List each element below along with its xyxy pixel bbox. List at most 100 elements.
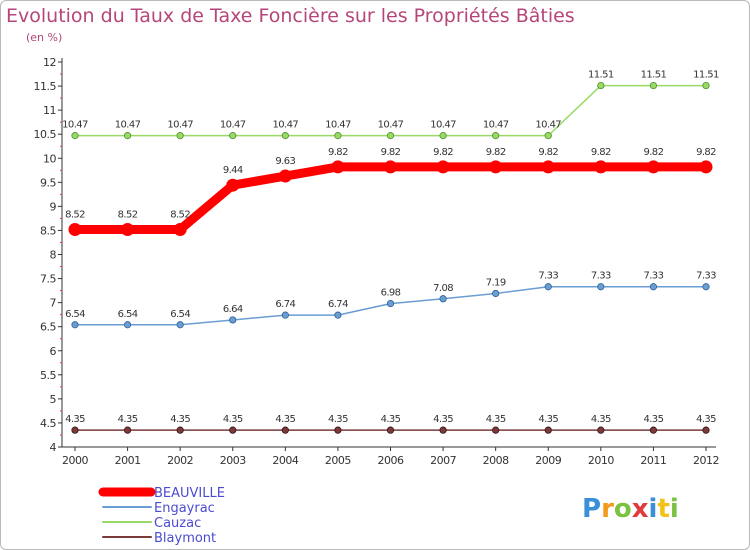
data-label: 4.35	[538, 414, 558, 425]
logo-letter: t	[657, 494, 669, 524]
data-point	[176, 321, 184, 329]
chart-subtitle: (en %)	[26, 31, 62, 44]
data-label: 9.82	[696, 147, 716, 158]
y-tick-label: 5	[50, 393, 57, 406]
data-point	[386, 132, 395, 140]
data-point	[334, 132, 342, 140]
data-point	[436, 160, 450, 174]
data-point	[71, 132, 79, 140]
data-label: 9.82	[591, 147, 611, 158]
x-tick-label: 2002	[167, 454, 193, 467]
x-tick-label: 2009	[535, 454, 561, 467]
data-label: 8.52	[65, 209, 85, 220]
data-label: 6.54	[118, 309, 138, 320]
data-label: 9.82	[433, 147, 453, 158]
data-label: 10.47	[378, 120, 404, 131]
data-label: 10.47	[430, 120, 456, 131]
data-point	[702, 426, 710, 434]
series-layer	[68, 81, 713, 434]
logo-letter: r	[601, 494, 614, 524]
x-tick-label: 2001	[115, 454, 141, 467]
data-point	[176, 132, 184, 140]
x-tick-label: 2008	[483, 454, 509, 467]
data-point	[439, 426, 447, 434]
data-label: 4.35	[486, 414, 506, 425]
data-label: 4.35	[591, 414, 611, 425]
y-tick-label: 5.5	[40, 369, 56, 382]
data-label: 10.47	[220, 120, 246, 131]
y-tick-label: 8	[50, 249, 57, 262]
data-label: 11.51	[588, 70, 614, 81]
data-label: 4.35	[381, 414, 401, 425]
data-point	[123, 426, 132, 434]
data-label: 7.08	[433, 283, 453, 294]
x-tick-label: 2006	[378, 454, 404, 467]
y-tick-label: 7.5	[40, 273, 56, 286]
data-label: 6.74	[275, 299, 295, 310]
logo-letter: i	[649, 494, 658, 524]
data-label: 10.47	[115, 120, 141, 131]
data-label: 7.33	[591, 271, 611, 282]
data-point	[544, 132, 552, 140]
x-tick-label: 2003	[220, 454, 246, 467]
data-point	[384, 160, 397, 174]
x-tick-label: 2012	[693, 454, 719, 467]
axes: 4 4.5 5 5.5 6 6.5 7 7.5 8 8.5 9 9.5 10 10.5 11 11.5 12 20…	[34, 56, 720, 467]
data-label: 6.74	[328, 299, 348, 310]
data-point	[702, 81, 710, 90]
data-label: 10.47	[325, 120, 351, 131]
y-tick-label: 4.5	[40, 417, 56, 430]
data-label: 10.47	[62, 120, 88, 131]
data-label: 6.54	[65, 309, 85, 320]
data-label: 9.82	[328, 147, 348, 158]
data-point	[649, 283, 658, 291]
x-tick-label: 2005	[325, 454, 351, 467]
legend-label: Blaymont	[154, 531, 216, 546]
data-label: 9.82	[643, 147, 663, 158]
x-tick-label: 2000	[62, 454, 88, 467]
data-label: 9.82	[381, 147, 401, 158]
data-label: 4.35	[328, 414, 348, 425]
data-label: 4.35	[118, 414, 138, 425]
data-label: 11.51	[693, 70, 719, 81]
data-point	[281, 426, 289, 434]
data-point	[71, 321, 79, 329]
data-label: 9.44	[223, 165, 243, 176]
data-point	[229, 132, 237, 140]
data-label: 4.35	[275, 414, 295, 425]
data-point	[646, 160, 660, 174]
y-tick-label: 9	[50, 200, 57, 213]
data-point	[699, 160, 713, 174]
y-tick-label: 12	[43, 56, 56, 69]
data-label: 6.54	[170, 309, 190, 320]
data-point	[331, 160, 345, 174]
data-point	[492, 132, 500, 140]
data-label: 4.35	[65, 414, 85, 425]
x-tick-label: 2011	[640, 454, 666, 467]
y-tick-label: 11	[43, 104, 56, 117]
y-tick-label: 6	[50, 345, 57, 358]
data-point	[278, 169, 292, 183]
legend-label: Engayrac	[154, 501, 215, 516]
proxiti-logo: Proxiti	[582, 494, 679, 524]
data-point	[229, 426, 237, 434]
data-point	[226, 178, 240, 192]
x-tick-label: 2010	[588, 454, 614, 467]
data-label: 4.35	[696, 414, 716, 425]
data-label: 8.52	[170, 209, 190, 220]
data-label: 7.33	[643, 271, 663, 282]
data-point	[702, 283, 710, 291]
data-label: 6.64	[223, 304, 243, 315]
data-point	[597, 426, 605, 434]
data-point	[123, 132, 132, 140]
data-point	[649, 426, 658, 434]
data-label: 9.63	[275, 156, 295, 167]
data-point	[71, 426, 79, 434]
y-tick-label: 10	[43, 152, 56, 165]
data-point	[597, 81, 605, 90]
data-label: 7.33	[538, 271, 558, 282]
data-point	[281, 132, 289, 140]
data-label: 10.47	[535, 120, 561, 131]
